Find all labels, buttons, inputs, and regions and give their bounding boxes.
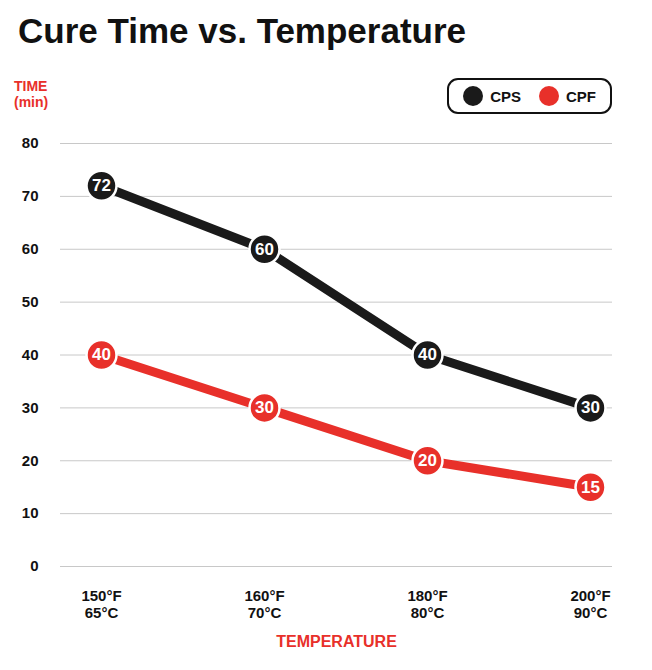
svg-text:0: 0 [30, 557, 38, 574]
html-text:Cure Time vs. Temperature: Cure Time vs. Temperature [18, 11, 466, 50]
html-text:CPF: CPF [566, 87, 596, 105]
svg-text:30: 30 [255, 398, 274, 417]
svg-text:TEMPERATURE: TEMPERATURE [276, 633, 397, 650]
svg-text:10: 10 [22, 504, 39, 521]
svg-text:60: 60 [255, 240, 274, 259]
html-text:CPS: CPS [490, 87, 521, 105]
svg-text:200°F90°C: 200°F90°C [570, 587, 610, 621]
svg-text:15: 15 [581, 478, 600, 497]
svg-text:50: 50 [22, 293, 39, 310]
svg-text:70: 70 [22, 187, 39, 204]
svg-text:30: 30 [581, 398, 600, 417]
svg-text:30: 30 [22, 399, 39, 416]
svg-text:40: 40 [92, 345, 111, 364]
svg-text:60: 60 [22, 240, 39, 257]
svg-text:150°F65°C: 150°F65°C [81, 587, 121, 621]
svg-text:72: 72 [92, 176, 111, 195]
svg-text:40: 40 [22, 346, 39, 363]
svg-text:160°F70°C: 160°F70°C [244, 587, 284, 621]
svg-text:180°F80°C: 180°F80°C [407, 587, 447, 621]
svg-text:20: 20 [22, 452, 39, 469]
svg-text:20: 20 [418, 451, 437, 470]
html-text:TIME (min): TIME (min) [14, 78, 49, 111]
svg-text:40: 40 [418, 345, 437, 364]
svg-text:80: 80 [22, 134, 39, 151]
